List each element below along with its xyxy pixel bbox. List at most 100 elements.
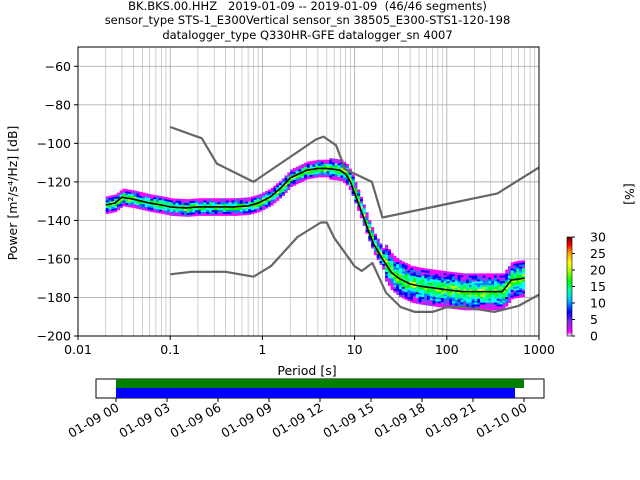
heatmap-cell <box>491 281 495 284</box>
heatmap-cell <box>488 300 492 303</box>
heatmap-cell <box>111 210 115 213</box>
heatmap-cell <box>315 164 319 167</box>
heatmap-cell <box>485 296 489 299</box>
heatmap-cell <box>421 287 425 290</box>
heatmap-cell <box>410 267 414 270</box>
heatmap-cell <box>253 197 257 200</box>
heatmap-cell <box>122 198 126 201</box>
heatmap-cell <box>491 283 495 286</box>
heatmap-cell <box>460 292 464 295</box>
heatmap-cell <box>167 211 171 214</box>
heatmap-cell <box>485 283 489 286</box>
heatmap-cell <box>357 195 361 198</box>
heatmap-cell <box>340 173 344 176</box>
heatmap-cell <box>133 205 137 209</box>
heatmap-cell <box>326 159 330 162</box>
heatmap-cell <box>421 273 425 276</box>
heatmap-cell <box>169 213 174 216</box>
heatmap-cell <box>446 304 450 307</box>
heatmap-cell <box>502 282 506 286</box>
heatmap-cell <box>502 284 506 288</box>
heatmap-cell <box>133 190 137 193</box>
heatmap-cell <box>264 192 269 196</box>
heatmap-cell <box>306 171 310 174</box>
heatmap-cell <box>150 209 154 213</box>
heatmap-cell <box>463 302 467 305</box>
heatmap-cell <box>401 273 405 276</box>
heatmap-cell <box>301 167 305 171</box>
heatmap-cell <box>496 286 500 290</box>
heatmap-cell <box>449 291 453 294</box>
heatmap-cell <box>225 207 229 211</box>
heatmap-cell <box>435 279 439 282</box>
heatmap-cell <box>231 198 235 201</box>
heatmap-cell <box>410 300 414 303</box>
heatmap-cell <box>404 270 408 273</box>
heatmap-cell <box>139 207 143 210</box>
heatmap-cell <box>248 201 252 204</box>
heatmap-cell <box>443 292 447 295</box>
heatmap-cell <box>200 207 204 211</box>
heatmap-cell <box>507 277 512 280</box>
heatmap-cell <box>488 283 492 286</box>
heatmap-cell <box>270 195 274 198</box>
heatmap-cell <box>452 279 456 283</box>
heatmap-cell <box>482 275 486 278</box>
heatmap-cell <box>432 284 436 288</box>
heatmap-cell <box>521 287 526 290</box>
heatmap-cell <box>452 302 456 306</box>
heatmap-cell <box>348 172 352 175</box>
heatmap-cell <box>284 183 288 186</box>
heatmap-cell <box>505 294 509 297</box>
heatmap-cell <box>183 208 188 211</box>
heatmap-cell <box>329 175 333 178</box>
heatmap-cell <box>521 294 526 298</box>
heatmap-cell <box>390 283 394 287</box>
heatmap-cell <box>220 209 224 213</box>
heatmap-cell <box>502 286 506 290</box>
heatmap-cell <box>454 276 458 279</box>
heatmap-cell <box>390 257 394 260</box>
heatmap-cell <box>466 277 470 280</box>
heatmap-cell <box>404 278 408 281</box>
heatmap-cell <box>250 200 255 203</box>
heatmap-cell <box>426 295 431 298</box>
heatmap-cell <box>298 167 302 170</box>
heatmap-cell <box>463 275 467 278</box>
heatmap-cell <box>301 179 305 182</box>
heatmap-cell <box>348 176 352 179</box>
heatmap-cell <box>510 262 514 265</box>
heatmap-cell <box>264 206 269 209</box>
heatmap-cell <box>485 292 489 295</box>
heatmap-cell <box>195 204 199 207</box>
heatmap-cell <box>399 290 403 294</box>
heatmap-cell <box>482 273 486 276</box>
heatmap-cell <box>354 185 358 189</box>
heatmap-cell <box>345 179 350 182</box>
heatmap-cell <box>466 279 470 282</box>
heatmap-cell <box>228 209 232 213</box>
heatmap-cell <box>167 197 171 200</box>
heatmap-cell <box>304 164 308 167</box>
heatmap-cell <box>382 265 386 268</box>
noise-model-low-line <box>170 221 539 313</box>
heatmap-cell <box>410 265 414 268</box>
heatmap-cell <box>144 204 148 208</box>
heatmap-cell <box>460 276 464 280</box>
heatmap-cell <box>312 172 316 175</box>
heatmap-cell <box>496 302 500 305</box>
heatmap-cell <box>267 199 271 202</box>
heatmap-cell <box>242 201 246 204</box>
heatmap-cell <box>292 181 296 184</box>
heatmap-cell <box>404 295 408 298</box>
heatmap-cell <box>105 200 109 203</box>
heatmap-cell <box>440 282 445 285</box>
heatmap-cell <box>496 275 500 278</box>
heatmap-cell <box>463 279 467 282</box>
heatmap-cell <box>175 200 179 203</box>
heatmap-cell <box>491 300 495 303</box>
heatmap-cell <box>393 265 397 268</box>
heatmap-cell <box>493 286 498 290</box>
heatmap-cell <box>237 199 241 203</box>
heatmap-cell <box>454 287 458 291</box>
